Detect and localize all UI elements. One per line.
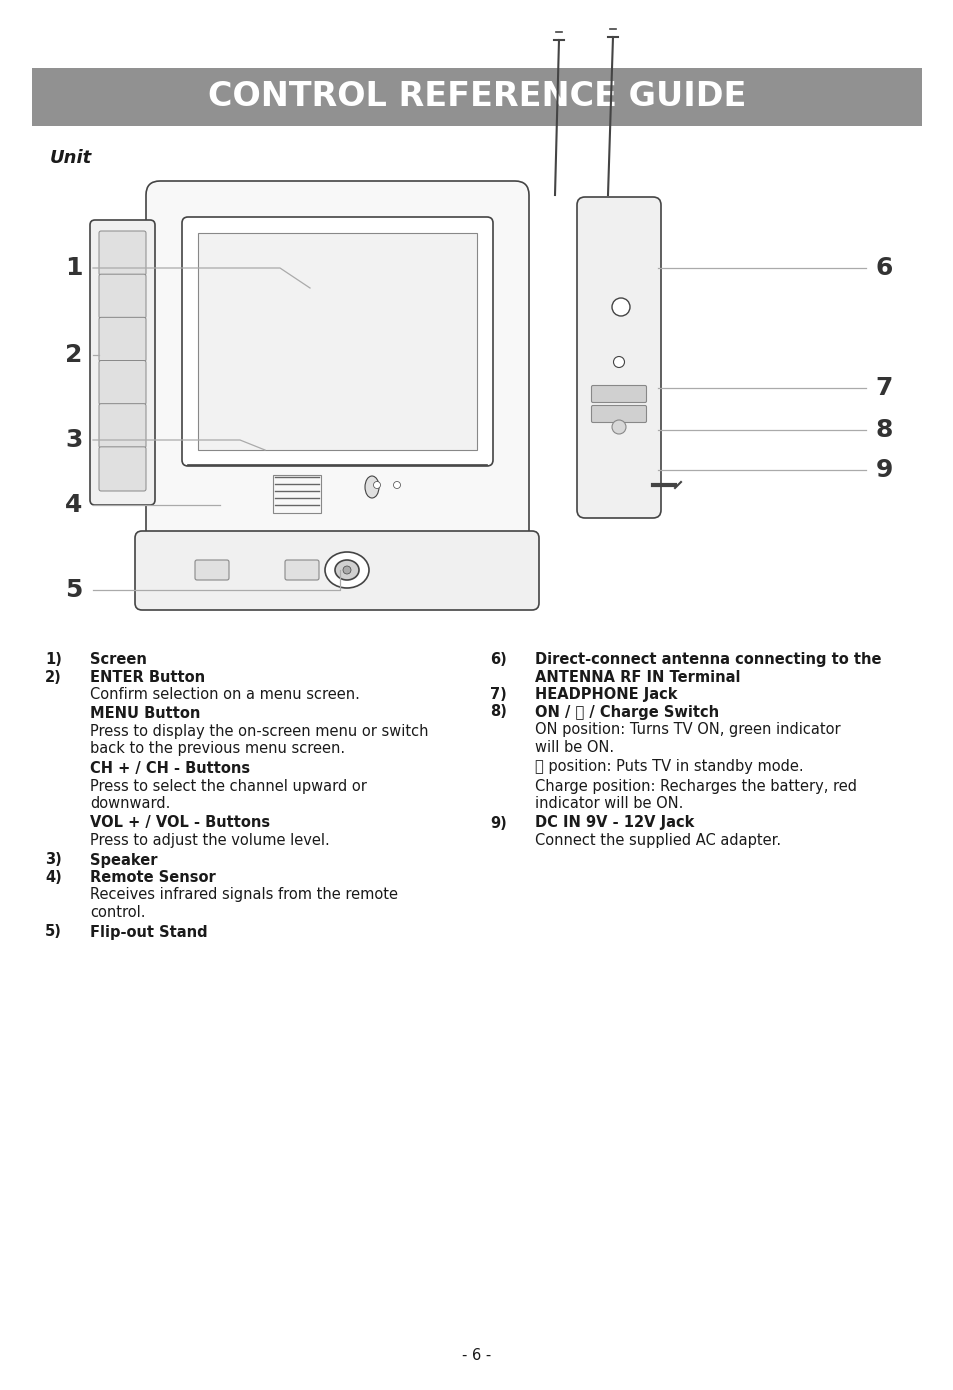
FancyBboxPatch shape bbox=[591, 385, 646, 403]
Text: MENU Button: MENU Button bbox=[90, 706, 200, 721]
FancyBboxPatch shape bbox=[99, 360, 146, 404]
Text: 9): 9) bbox=[490, 816, 506, 830]
FancyBboxPatch shape bbox=[99, 317, 146, 361]
Text: 8): 8) bbox=[490, 705, 506, 720]
Text: ANTENNA RF IN Terminal: ANTENNA RF IN Terminal bbox=[535, 670, 740, 684]
Text: 2: 2 bbox=[65, 343, 83, 367]
Bar bbox=[198, 234, 476, 450]
Text: 9: 9 bbox=[875, 457, 892, 482]
FancyBboxPatch shape bbox=[90, 220, 154, 505]
FancyBboxPatch shape bbox=[99, 403, 146, 448]
FancyBboxPatch shape bbox=[99, 446, 146, 491]
Text: 3: 3 bbox=[65, 428, 83, 452]
Text: CH + / CH - Buttons: CH + / CH - Buttons bbox=[90, 760, 250, 776]
Text: 6): 6) bbox=[490, 652, 506, 667]
Text: Direct-connect antenna connecting to the: Direct-connect antenna connecting to the bbox=[535, 652, 881, 667]
Text: back to the previous menu screen.: back to the previous menu screen. bbox=[90, 741, 345, 756]
Text: 3): 3) bbox=[45, 852, 62, 867]
Text: Press to select the channel upward or: Press to select the channel upward or bbox=[90, 778, 367, 794]
Circle shape bbox=[393, 481, 400, 488]
Text: HEADPHONE Jack: HEADPHONE Jack bbox=[535, 687, 677, 702]
Circle shape bbox=[612, 297, 629, 316]
FancyBboxPatch shape bbox=[591, 406, 646, 423]
Text: Press to display the on-screen menu or switch: Press to display the on-screen menu or s… bbox=[90, 724, 428, 739]
Text: Confirm selection on a menu screen.: Confirm selection on a menu screen. bbox=[90, 687, 359, 702]
Text: 2): 2) bbox=[45, 670, 62, 684]
Circle shape bbox=[343, 566, 351, 574]
Text: Speaker: Speaker bbox=[90, 852, 157, 867]
Bar bbox=[273, 475, 320, 513]
Ellipse shape bbox=[365, 475, 378, 498]
FancyBboxPatch shape bbox=[99, 231, 146, 275]
Circle shape bbox=[374, 481, 380, 488]
Text: Screen: Screen bbox=[90, 652, 147, 667]
Text: - 6 -: - 6 - bbox=[462, 1347, 491, 1362]
Text: 6: 6 bbox=[875, 256, 892, 279]
Text: Press to adjust the volume level.: Press to adjust the volume level. bbox=[90, 833, 330, 848]
Text: 5: 5 bbox=[65, 578, 83, 602]
Text: 7): 7) bbox=[490, 687, 506, 702]
FancyBboxPatch shape bbox=[99, 274, 146, 318]
Text: 1): 1) bbox=[45, 652, 62, 667]
Text: 4): 4) bbox=[45, 870, 62, 885]
Text: Unit: Unit bbox=[50, 149, 92, 167]
FancyBboxPatch shape bbox=[182, 217, 493, 466]
Text: control.: control. bbox=[90, 905, 146, 920]
Text: Remote Sensor: Remote Sensor bbox=[90, 870, 215, 885]
Text: will be ON.: will be ON. bbox=[535, 739, 614, 755]
FancyBboxPatch shape bbox=[285, 560, 318, 580]
Text: 4: 4 bbox=[65, 493, 83, 517]
Text: 1: 1 bbox=[65, 256, 83, 279]
Text: ENTER Button: ENTER Button bbox=[90, 670, 205, 684]
Text: 7: 7 bbox=[875, 377, 892, 400]
Circle shape bbox=[612, 420, 625, 434]
FancyBboxPatch shape bbox=[194, 560, 229, 580]
Text: DC IN 9V - 12V Jack: DC IN 9V - 12V Jack bbox=[535, 816, 694, 830]
FancyBboxPatch shape bbox=[577, 197, 660, 518]
Bar bbox=[32, 68, 921, 126]
Text: ON / ⏻ / Charge Switch: ON / ⏻ / Charge Switch bbox=[535, 705, 719, 720]
Text: Charge position: Recharges the battery, red: Charge position: Recharges the battery, … bbox=[535, 778, 856, 794]
Circle shape bbox=[613, 356, 624, 367]
Text: Flip-out Stand: Flip-out Stand bbox=[90, 924, 208, 940]
Text: 8: 8 bbox=[875, 418, 892, 442]
Ellipse shape bbox=[335, 560, 358, 580]
Ellipse shape bbox=[325, 552, 369, 588]
Text: VOL + / VOL - Buttons: VOL + / VOL - Buttons bbox=[90, 816, 270, 830]
Text: downward.: downward. bbox=[90, 796, 171, 810]
Text: CONTROL REFERENCE GUIDE: CONTROL REFERENCE GUIDE bbox=[208, 81, 745, 114]
FancyBboxPatch shape bbox=[146, 181, 529, 543]
Text: ⏻ position: Puts TV in standby mode.: ⏻ position: Puts TV in standby mode. bbox=[535, 759, 802, 774]
Text: Receives infrared signals from the remote: Receives infrared signals from the remot… bbox=[90, 887, 397, 902]
Text: 5): 5) bbox=[45, 924, 62, 940]
Text: Connect the supplied AC adapter.: Connect the supplied AC adapter. bbox=[535, 833, 781, 848]
Text: ON position: Turns TV ON, green indicator: ON position: Turns TV ON, green indicato… bbox=[535, 721, 840, 737]
Text: indicator will be ON.: indicator will be ON. bbox=[535, 796, 682, 810]
FancyBboxPatch shape bbox=[135, 531, 538, 610]
